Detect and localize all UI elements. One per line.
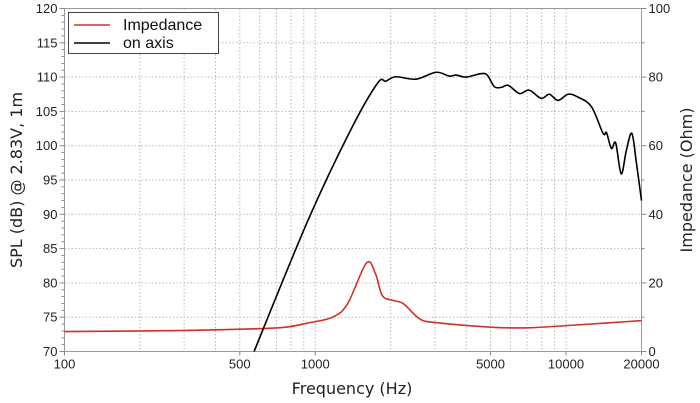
y-tick-label: 75: [43, 310, 57, 325]
y-axis-label: SPL (dB) @ 2.83V, 1m: [7, 92, 26, 268]
y2-tick-label: 0: [649, 344, 656, 359]
series-lines: [64, 71, 643, 352]
x-axis-label: Frequency (Hz): [292, 379, 413, 398]
x-tick-label: 1000: [301, 357, 330, 372]
y-tick-label: 110: [37, 70, 58, 85]
x-tick-label: 5000: [476, 357, 505, 372]
legend: Impedance on axis: [68, 12, 219, 54]
y2-axis-label: Impedance (Ohm): [677, 108, 696, 253]
series-line-impedance: [64, 261, 642, 333]
y2-tick-label: 40: [649, 207, 663, 222]
y-tick-label: 115: [37, 35, 58, 50]
legend-box: [68, 12, 219, 54]
y-tick-label: 80: [43, 275, 57, 290]
y-tick-label: 90: [43, 207, 57, 222]
y2-tick-label: 60: [649, 138, 663, 153]
y-tick-label: 85: [43, 241, 57, 256]
x-tick-label: 100: [54, 357, 76, 372]
x-tick-label: 10000: [548, 357, 584, 372]
y-tick-label: 120: [36, 1, 58, 16]
x-tick-label: 500: [229, 357, 251, 372]
y-tick-label: 70: [43, 344, 57, 359]
y-tick-label: 105: [36, 104, 58, 119]
axis-ticks: 70 75 80 85 90 95 100 105 110 115 120 0 20 40 60 80 100 1…: [36, 1, 670, 372]
legend-label-impedance: Impedance: [123, 17, 202, 34]
y2-tick-label: 100: [649, 1, 671, 16]
y2-tick-label: 80: [649, 70, 663, 85]
x-tick-label: 20000: [623, 357, 659, 372]
y2-tick-label: 20: [649, 275, 663, 290]
y-tick-label: 95: [43, 173, 57, 188]
legend-label-on-axis: on axis: [123, 35, 174, 52]
grid: [64, 8, 642, 352]
y-tick-label: 100: [36, 138, 58, 153]
series-line-on-axis: [253, 71, 643, 352]
